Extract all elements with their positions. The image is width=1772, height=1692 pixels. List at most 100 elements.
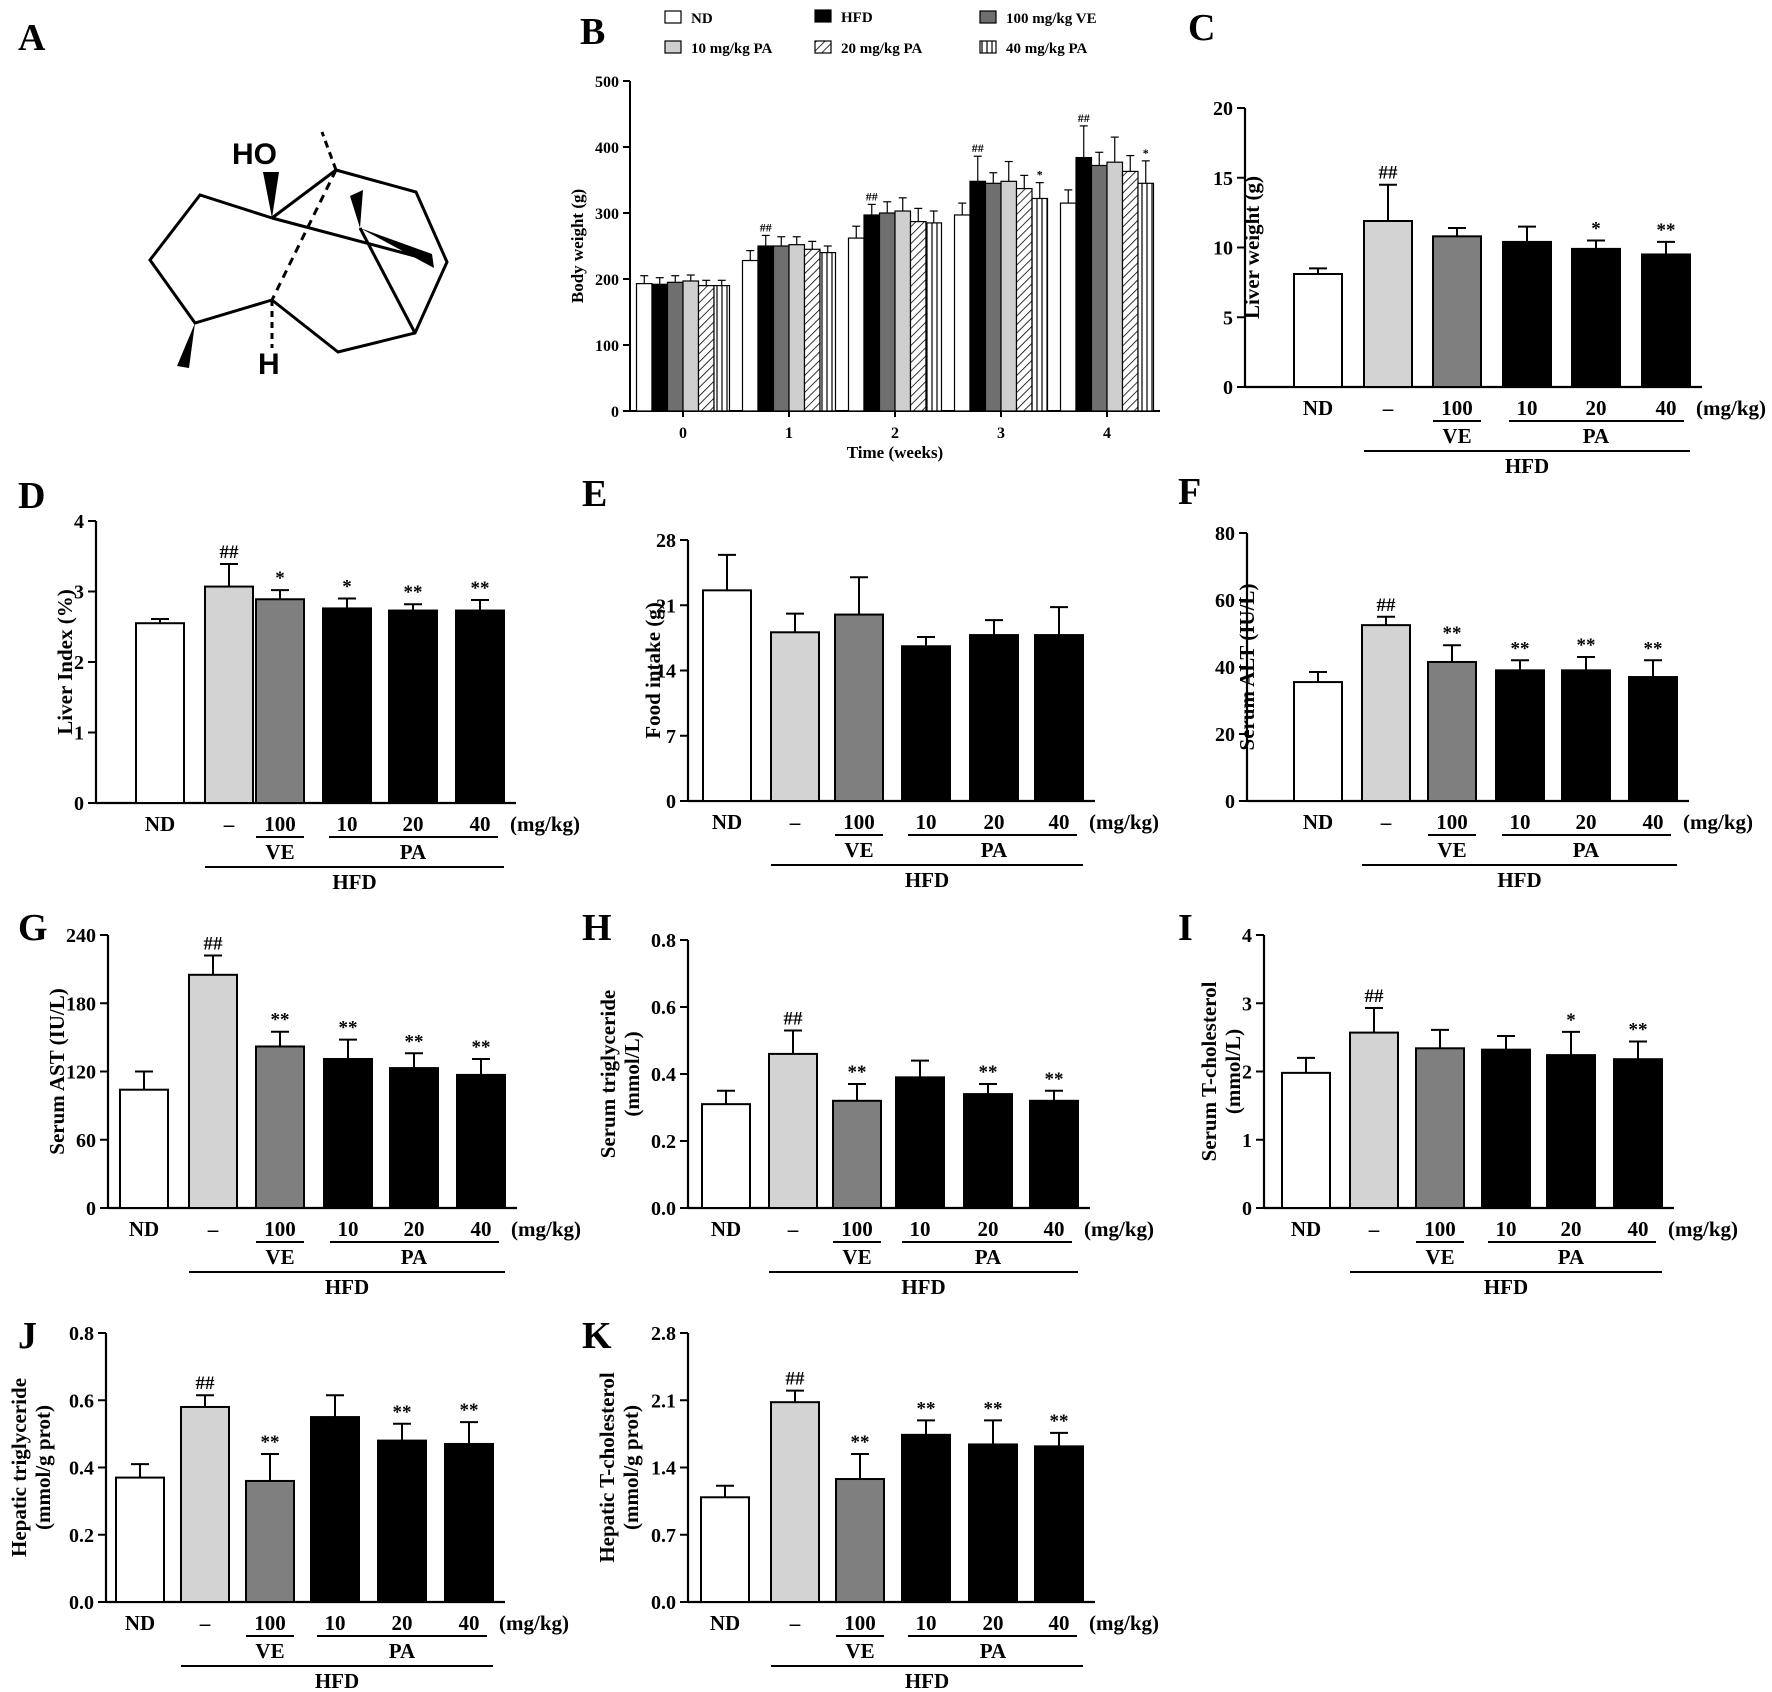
category-label-pa-dose: 20 bbox=[984, 810, 1005, 834]
bar bbox=[389, 1067, 439, 1210]
y-tick-label: 0.8 bbox=[69, 1323, 94, 1345]
legend-swatch bbox=[664, 40, 682, 54]
x-tick-label: 1 bbox=[785, 425, 793, 442]
y-tick-label: 60 bbox=[76, 1130, 96, 1152]
category-label-pa-dose: 10 bbox=[916, 1611, 937, 1635]
bar bbox=[115, 1476, 165, 1604]
legend-swatch bbox=[664, 10, 682, 24]
significance-mark: ## bbox=[1365, 986, 1385, 1007]
unit-label: (mg/kg) bbox=[1696, 396, 1766, 420]
y-tick-label: 0.2 bbox=[651, 1131, 676, 1153]
category-label-nd: ND bbox=[129, 1217, 159, 1241]
pa-group-label: PA bbox=[981, 838, 1008, 862]
bar bbox=[701, 1103, 751, 1210]
x-axis-label: Time (weeks) bbox=[847, 443, 943, 462]
y-axis-label: Hepatic T-cholesterol(mmol/g prot) bbox=[595, 1372, 643, 1563]
legend-label: 100 mg/kg VE bbox=[1006, 11, 1097, 27]
bar bbox=[894, 210, 912, 412]
significance-mark: ** bbox=[472, 1037, 491, 1058]
category-label-ve-dose: 100 bbox=[1441, 396, 1473, 420]
y-tick-label: 100 bbox=[595, 338, 619, 355]
y-tick-label: 180 bbox=[66, 993, 96, 1015]
bar bbox=[1613, 1058, 1663, 1209]
unit-label: (mg/kg) bbox=[511, 1217, 581, 1241]
panel-letter-c: C bbox=[1188, 7, 1215, 49]
pa-group-label: PA bbox=[980, 1639, 1007, 1663]
bar bbox=[901, 1433, 951, 1603]
significance-mark: ** bbox=[979, 1062, 998, 1083]
significance-mark: ** bbox=[1644, 638, 1663, 659]
panel-letter-d: D bbox=[18, 475, 45, 517]
bar bbox=[666, 281, 684, 412]
bar bbox=[1034, 1445, 1084, 1603]
category-label-ve-dose: 100 bbox=[841, 1217, 873, 1241]
y-tick-label: 28 bbox=[656, 530, 676, 552]
bar bbox=[1034, 634, 1084, 802]
category-label-pa-dose: 20 bbox=[983, 1611, 1004, 1635]
x-tick-label: 4 bbox=[1103, 425, 1111, 442]
significance-mark: ## bbox=[866, 189, 878, 203]
y-tick-label: 20 bbox=[1213, 98, 1233, 120]
y-axis-label-line: (mmol/g prot) bbox=[619, 1405, 643, 1530]
y-tick-label: 4 bbox=[74, 511, 84, 533]
hfd-group-label: HFD bbox=[1497, 868, 1541, 892]
category-label-pa-dose: 20 bbox=[392, 1611, 413, 1635]
bar bbox=[1363, 219, 1413, 388]
bar bbox=[770, 631, 820, 803]
bar bbox=[377, 1439, 427, 1603]
bar bbox=[310, 1416, 360, 1603]
y-axis-label-line: Serum triglyceride bbox=[596, 990, 620, 1159]
y-axis-label-line: Hepatic T-cholesterol bbox=[595, 1372, 619, 1563]
pa-group-label: PA bbox=[975, 1245, 1002, 1269]
bar bbox=[1137, 182, 1155, 412]
significance-mark: ** bbox=[1511, 638, 1530, 659]
category-label-pa-dose: 20 bbox=[1576, 810, 1597, 834]
category-label-ve-dose: 100 bbox=[264, 812, 296, 836]
significance-mark: ## bbox=[972, 141, 984, 155]
hfd-group-label: HFD bbox=[1505, 454, 1549, 478]
bar bbox=[969, 634, 1019, 802]
unit-label: (mg/kg) bbox=[1668, 1217, 1738, 1241]
y-tick-label: 21 bbox=[656, 595, 676, 617]
significance-mark: ## bbox=[1078, 111, 1090, 125]
bar bbox=[682, 280, 700, 412]
bar bbox=[1546, 1054, 1596, 1209]
category-label-pa-dose: 20 bbox=[978, 1217, 999, 1241]
bar bbox=[1121, 170, 1139, 412]
chemical-structure-wedges bbox=[177, 172, 434, 368]
category-label-ve-dose: 100 bbox=[254, 1611, 286, 1635]
panel-b-body-weight-chart: B 0 100 200 300 400 500 0 1 2 3 4 ## ## ## ## * * Body wei… bbox=[568, 9, 1160, 462]
y-tick-label: 0 bbox=[74, 793, 84, 815]
bar bbox=[700, 1496, 750, 1603]
category-label-ve-dose: 100 bbox=[844, 1611, 876, 1635]
bar bbox=[135, 622, 185, 804]
y-axis-label-line: (mmol/L) bbox=[620, 1031, 644, 1116]
panel-letter-g: G bbox=[18, 907, 48, 949]
significance-mark: ## bbox=[196, 1373, 216, 1394]
panel-k-chart: K 0.0 0.7 1.4 2.1 2.8 ## ** ** ** ** ND – 100 10 20 40 (m… bbox=[582, 1315, 1159, 1692]
significance-mark: ** bbox=[1577, 635, 1596, 656]
significance-mark: ** bbox=[1629, 1019, 1648, 1040]
y-tick-label: 0 bbox=[86, 1198, 96, 1220]
bar bbox=[901, 645, 951, 802]
y-tick-label: 1.4 bbox=[651, 1458, 676, 1480]
significance-mark: ** bbox=[1050, 1411, 1069, 1432]
unit-label: (mg/kg) bbox=[1089, 810, 1159, 834]
bar bbox=[770, 1401, 820, 1603]
hfd-group-label: HFD bbox=[1484, 1275, 1528, 1299]
y-tick-label: 0 bbox=[666, 791, 676, 813]
category-label-pa-dose: 40 bbox=[470, 812, 491, 836]
bar bbox=[1415, 1047, 1465, 1210]
y-tick-label: 10 bbox=[1213, 238, 1233, 260]
bar bbox=[1561, 669, 1611, 802]
category-label-ve-dose: 100 bbox=[264, 1217, 296, 1241]
bar bbox=[895, 1076, 945, 1209]
significance-mark: ## bbox=[760, 220, 772, 234]
bar bbox=[188, 973, 238, 1209]
panel-letter-a: A bbox=[18, 17, 46, 59]
pa-group-label: PA bbox=[1583, 424, 1610, 448]
significance-mark: ** bbox=[271, 1010, 290, 1031]
bar bbox=[697, 285, 715, 412]
bar bbox=[819, 252, 837, 412]
